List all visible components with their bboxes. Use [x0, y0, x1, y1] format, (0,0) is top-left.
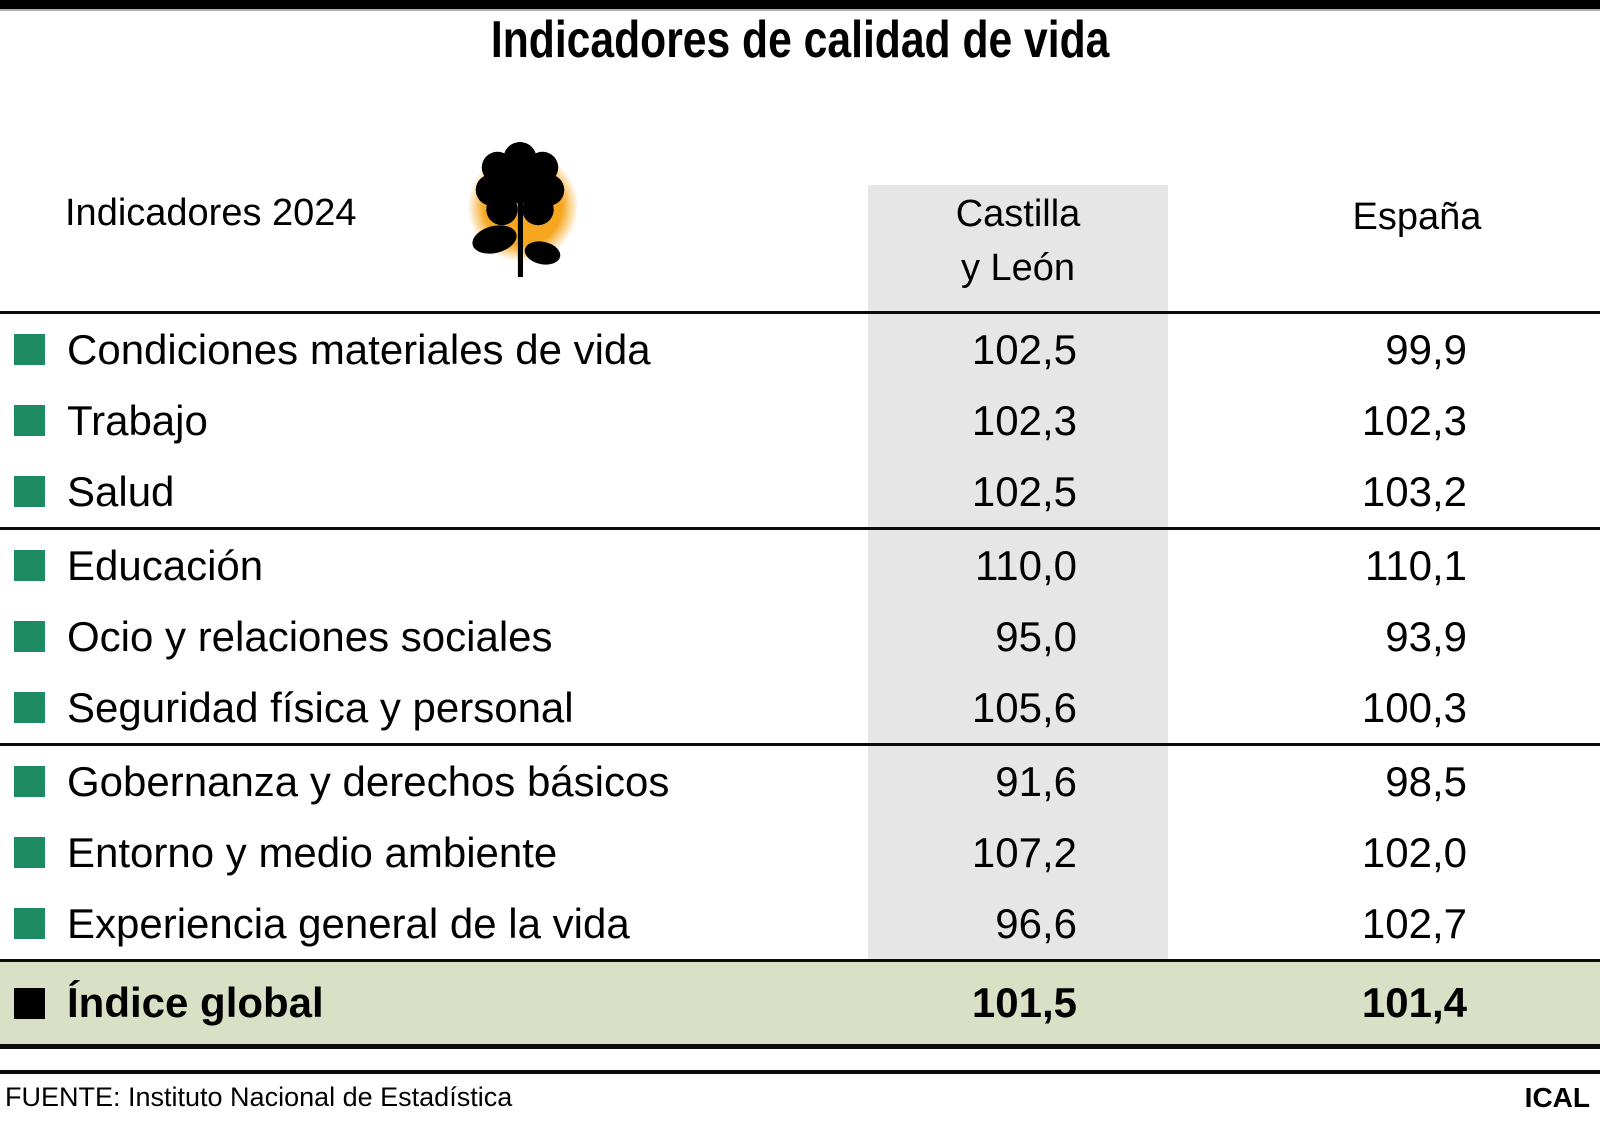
value-castilla: 102,3 — [971, 396, 1077, 444]
group-divider-line — [0, 527, 1600, 530]
green-square-bullet-icon — [14, 334, 45, 365]
global-index-label: Índice global — [67, 979, 324, 1026]
value-espana: 99,9 — [1385, 325, 1467, 373]
flower-icon — [467, 142, 579, 277]
table-row: Experiencia general de la vida 96,6 102,… — [0, 888, 1600, 959]
value-castilla: 110,0 — [975, 541, 1077, 589]
column-header-castilla-line2: y León — [960, 246, 1076, 289]
global-index-value-espana: 101,4 — [1361, 979, 1467, 1026]
value-castilla: 95,0 — [995, 612, 1077, 660]
global-index-value-castilla: 101,5 — [971, 979, 1077, 1026]
table-row: Trabajo 102,3 102,3 — [0, 385, 1600, 456]
black-square-bullet-icon — [14, 987, 45, 1019]
row-label: Seguridad física y personal — [67, 683, 574, 731]
footer-divider-line — [0, 1070, 1600, 1074]
value-castilla: 96,6 — [995, 899, 1077, 947]
value-espana: 100,3 — [1361, 683, 1467, 731]
table-row: Salud 102,5 103,2 — [0, 456, 1600, 527]
value-castilla: 102,5 — [971, 467, 1077, 515]
page-title: Indicadores de calidad de vida — [0, 10, 1600, 70]
green-square-bullet-icon — [14, 550, 45, 581]
top-black-bar — [0, 0, 1600, 11]
row-label: Experiencia general de la vida — [67, 899, 630, 947]
row-label: Trabajo — [67, 396, 208, 444]
header-divider-line — [0, 311, 1600, 314]
table-row: Educación 110,0 110,1 — [0, 530, 1600, 601]
value-espana: 98,5 — [1385, 757, 1467, 805]
table-row: Entorno y medio ambiente 107,2 102,0 — [0, 817, 1600, 888]
indicators-year-label: Indicadores 2024 — [65, 192, 357, 234]
table-row: Seguridad física y personal 105,6 100,3 — [0, 672, 1600, 743]
value-castilla: 107,2 — [971, 828, 1077, 876]
value-espana: 102,7 — [1361, 899, 1467, 947]
table-row: Gobernanza y derechos básicos 91,6 98,5 — [0, 746, 1600, 817]
green-square-bullet-icon — [14, 692, 45, 723]
green-square-bullet-icon — [14, 405, 45, 436]
value-espana: 102,0 — [1361, 828, 1467, 876]
column-header-espana: España — [1352, 196, 1482, 238]
row-label: Entorno y medio ambiente — [67, 828, 558, 876]
value-castilla: 91,6 — [995, 757, 1077, 805]
page-title-text: Indicadores de calidad de vida — [490, 11, 1110, 69]
table-row: Condiciones materiales de vida 102,5 99,… — [0, 314, 1600, 385]
castilla-column-band — [868, 185, 1168, 960]
row-label: Gobernanza y derechos básicos — [67, 757, 670, 805]
row-label: Educación — [67, 541, 264, 589]
green-square-bullet-icon — [14, 837, 45, 868]
column-header-castilla-y-leon: Castilla y León — [868, 188, 1168, 296]
value-castilla: 105,6 — [971, 683, 1077, 731]
row-label: Ocio y relaciones sociales — [67, 612, 553, 660]
agency-credit: ICAL — [1524, 1082, 1590, 1113]
green-square-bullet-icon — [14, 476, 45, 507]
value-espana: 110,1 — [1365, 541, 1467, 589]
green-square-bullet-icon — [14, 621, 45, 652]
footer: FUENTE: Instituto Nacional de Estadístic… — [5, 1082, 1590, 1114]
value-espana: 103,2 — [1361, 467, 1467, 515]
row-label: Condiciones materiales de vida — [67, 325, 651, 373]
row-label: Salud — [67, 467, 175, 515]
source-text: FUENTE: Instituto Nacional de Estadístic… — [5, 1082, 513, 1112]
value-castilla: 102,5 — [971, 325, 1077, 373]
value-espana: 93,9 — [1385, 612, 1467, 660]
group-divider-line — [0, 743, 1600, 746]
value-espana: 102,3 — [1361, 396, 1467, 444]
green-square-bullet-icon — [14, 908, 45, 939]
indicator-table: Condiciones materiales de vida 102,5 99,… — [0, 314, 1600, 959]
green-square-bullet-icon — [14, 766, 45, 797]
table-row: Ocio y relaciones sociales 95,0 93,9 — [0, 601, 1600, 672]
column-header-castilla-line1: Castilla — [955, 193, 1081, 235]
global-index-row: Índice global 101,5 101,4 — [0, 959, 1600, 1049]
